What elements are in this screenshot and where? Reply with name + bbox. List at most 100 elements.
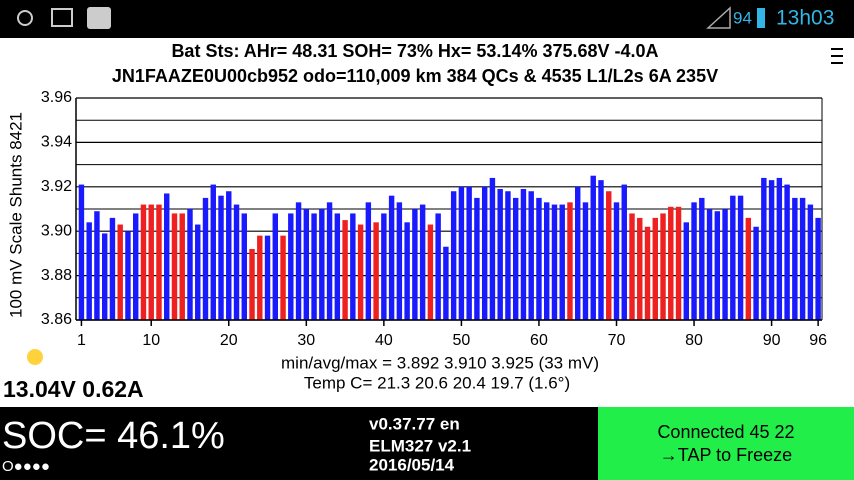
bar: [792, 197, 798, 320]
bar: [784, 184, 790, 320]
bar: [233, 204, 240, 320]
bar: [117, 224, 123, 320]
bar: [365, 202, 372, 320]
x-tick-label: 1: [77, 332, 86, 349]
bar: [551, 204, 558, 320]
bar: [559, 204, 565, 320]
bar: [132, 213, 139, 320]
y-tick-label: 3.96: [41, 89, 72, 106]
bar: [164, 193, 170, 320]
bar: [78, 184, 85, 320]
y-tick-label: 3.90: [41, 222, 72, 239]
bar: [474, 197, 480, 320]
bar: [148, 204, 154, 320]
bar: [505, 191, 511, 320]
bar: [94, 211, 100, 320]
bar: [171, 213, 178, 320]
x-tick-label: 50: [453, 332, 471, 349]
bar: [520, 189, 527, 320]
menu-icon[interactable]: [831, 48, 843, 64]
bar: [489, 177, 496, 320]
bar: [311, 213, 317, 320]
y-axis-label: 100 mV Scale Shunts 8421: [6, 112, 25, 318]
freeze-button-bg[interactable]: [598, 407, 854, 480]
bar: [295, 202, 302, 320]
battery-level: 94: [733, 8, 752, 27]
x-tick-label: 60: [530, 332, 548, 349]
bar: [761, 177, 767, 320]
bar: [264, 235, 271, 320]
header-line: JN1FAAZE0U00cb952 odo=110,009 km 384 QCs…: [112, 66, 718, 86]
bar: [745, 217, 752, 320]
bar: [621, 184, 627, 320]
bar: [226, 191, 232, 320]
bar: [412, 209, 418, 320]
image-icon: [51, 8, 73, 27]
status-bar: [0, 0, 854, 38]
bar: [582, 202, 589, 320]
bar: [543, 202, 550, 320]
minmax: min/avg/max = 3.892 3.910 3.925 (33 mV): [281, 353, 599, 372]
x-tick-label: 10: [142, 332, 160, 349]
bar: [443, 246, 449, 320]
bar: [660, 213, 666, 320]
bar: [497, 189, 503, 320]
bar: [342, 220, 348, 320]
tap-freeze[interactable]: →TAP to Freeze: [660, 445, 792, 465]
bar: [319, 209, 325, 320]
soc: SOC= 46.1%: [2, 415, 225, 457]
bar: [807, 204, 814, 320]
elm-version: ELM327 v2.1: [369, 436, 471, 455]
bar: [753, 226, 759, 320]
bar: [606, 191, 612, 320]
y-tick-label: 3.92: [41, 178, 72, 195]
bar: [427, 224, 434, 320]
y-tick-label: 3.88: [41, 267, 72, 284]
x-tick-label: 20: [220, 332, 238, 349]
bar: [218, 195, 224, 320]
bar: [637, 217, 643, 320]
bar: [140, 204, 147, 320]
bar: [86, 222, 92, 320]
bar: [458, 186, 465, 320]
connected: Connected 45 22: [657, 422, 794, 442]
date: 2016/05/14: [369, 455, 455, 474]
bulb-icon[interactable]: [27, 349, 43, 365]
bar: [590, 175, 596, 320]
bar: [241, 213, 247, 320]
bar: [280, 235, 286, 320]
bar: [288, 213, 294, 320]
bar: [303, 209, 310, 320]
battery-icon: [757, 8, 765, 28]
bar: [257, 235, 263, 320]
bar: [598, 180, 604, 320]
bar: [481, 186, 488, 320]
bar: [350, 213, 356, 320]
bar: [357, 224, 364, 320]
version: v0.37.77 en: [369, 414, 460, 433]
header-line: Bat Sts: AHr= 48.31 SOH= 73% Hx= 53.14% …: [171, 41, 658, 61]
bar: [730, 195, 736, 320]
bar: [536, 197, 542, 320]
gps-icon: [17, 10, 33, 26]
bar: [714, 211, 721, 320]
freeze-button[interactable]: Connected 45 22 →TAP to Freeze: [598, 407, 854, 480]
bar: [815, 217, 821, 320]
bar: [613, 202, 620, 320]
x-tick-label: 90: [763, 332, 781, 349]
bar: [101, 233, 108, 320]
bar: [691, 202, 697, 320]
bar: [156, 204, 162, 320]
signal-icon: [706, 6, 731, 29]
aux-battery: 13.04V 0.62A: [3, 376, 144, 402]
bar: [629, 213, 635, 320]
y-tick-label: 3.86: [41, 311, 72, 328]
bar: [652, 217, 658, 320]
bar: [575, 186, 581, 320]
bar: [326, 202, 333, 320]
app-icon: [87, 7, 111, 29]
bar: [668, 206, 674, 320]
bar: [373, 222, 379, 320]
